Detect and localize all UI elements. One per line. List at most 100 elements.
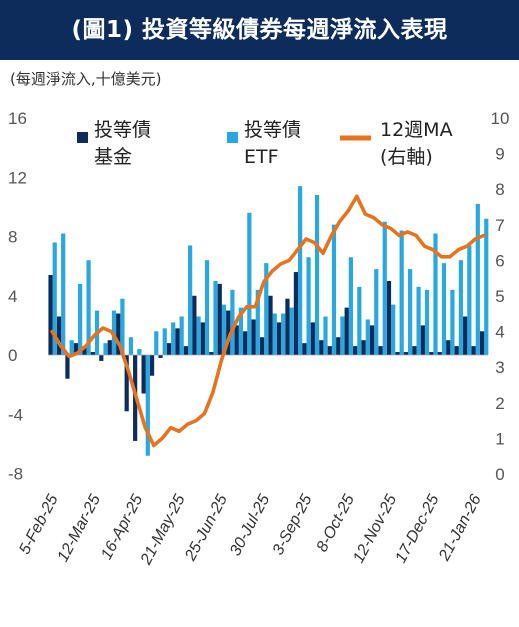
legend-swatch-fund [77, 132, 88, 143]
fund-bar [285, 298, 290, 355]
fund-bar [116, 313, 121, 355]
legend-label-ma-2: (右軸) [380, 146, 433, 168]
etf-bar [441, 263, 447, 355]
etf-bar [382, 221, 387, 355]
fund-bar [336, 337, 341, 355]
fund-bar [479, 331, 485, 355]
etf-bar [340, 316, 345, 355]
fund-bar [395, 352, 400, 355]
etf-bar [69, 340, 74, 355]
x-tick-label: 25-Jun-25 [182, 492, 231, 565]
etf-bar [86, 260, 91, 355]
fund-bar [412, 346, 417, 355]
fund-bar [48, 275, 53, 355]
fund-bar [310, 322, 315, 355]
x-tick-label: 21-Jan-26 [436, 492, 485, 565]
x-tick-label: 30-Jul-25 [227, 492, 273, 559]
fund-bar [209, 352, 214, 355]
fund-bar [471, 346, 476, 355]
fund-bar [124, 355, 129, 412]
fund-bar [175, 328, 180, 355]
title-bar: (圖1) 投資等級債券每週淨流入表現 [0, 0, 519, 60]
x-tick-label: 8-Oct-25 [314, 492, 358, 555]
legend-label-etf-2: ETF [244, 146, 279, 168]
fund-bar [141, 355, 146, 394]
fund-bar [386, 280, 392, 355]
etf-bar [61, 233, 66, 355]
etf-bar [247, 212, 252, 355]
chart-title: (圖1) 投資等級債券每週淨流入表現 [71, 17, 448, 43]
x-tick-label: 17-Dec-25 [392, 492, 442, 566]
etf-bar [128, 337, 133, 355]
fund-bar [73, 343, 79, 355]
fund-bar [90, 352, 95, 355]
etf-bar [52, 242, 57, 355]
etf-bar [154, 331, 159, 355]
fund-bar [192, 295, 197, 355]
etf-bar [145, 355, 150, 456]
fund-bar [369, 325, 375, 355]
right-tick-label: 5 [495, 287, 504, 306]
fund-bar [429, 352, 434, 355]
right-tick-label: 3 [495, 358, 504, 377]
etf-bar [238, 307, 243, 355]
fund-bar [183, 346, 189, 355]
fund-bar [82, 346, 87, 355]
fund-bar [107, 340, 112, 355]
etf-bar [467, 245, 472, 355]
etf-bar [399, 230, 404, 355]
legend: 投等債 基金 投等債 ETF 12週MA (右軸) [77, 119, 453, 168]
right-tick-label: 2 [495, 394, 504, 413]
right-tick-label: 9 [495, 145, 504, 164]
right-tick-label: 1 [495, 429, 504, 448]
fund-bar [166, 343, 172, 355]
legend-label-fund-2: 基金 [94, 146, 132, 168]
etf-bar [230, 289, 235, 355]
fund-bar [56, 316, 62, 355]
fund-bar [259, 337, 265, 355]
etf-bar [365, 319, 370, 355]
etf-bar [221, 304, 227, 355]
etf-bar [179, 316, 184, 355]
fund-bar [276, 322, 282, 355]
fund-bar [454, 346, 459, 355]
fund-bar [344, 307, 349, 355]
x-tick-label: 12-Mar-25 [55, 492, 105, 565]
etf-bar [416, 286, 421, 355]
ma-line-layer [50, 194, 486, 448]
bars-layer [48, 186, 489, 456]
etf-bar [196, 316, 201, 355]
fund-bar [403, 352, 409, 355]
etf-bar [162, 328, 167, 355]
fund-bar [251, 319, 256, 355]
fund-bar [437, 352, 442, 355]
fund-bar [226, 310, 231, 355]
fund-bar [158, 355, 163, 358]
legend-label-fund-1: 投等債 [94, 119, 151, 141]
right-tick-label: 4 [495, 323, 504, 342]
fund-bar [319, 340, 324, 355]
right-tick-label: 10 [491, 109, 510, 128]
fund-bar [149, 355, 155, 376]
left-tick-label: 0 [8, 346, 17, 365]
fund-bar [463, 316, 468, 355]
etf-bar [289, 307, 294, 355]
left-tick-label: 4 [8, 287, 17, 306]
etf-bar [475, 203, 480, 355]
left-tick-label: -8 [8, 465, 23, 484]
etf-bar [204, 260, 210, 355]
etf-bar [213, 280, 218, 355]
right-tick-label: 0 [495, 465, 504, 484]
left-tick-label: 16 [8, 109, 27, 128]
fund-bar [420, 325, 425, 355]
etf-bar [188, 245, 193, 355]
etf-bar [306, 257, 311, 355]
legend-label-etf-1: 投等債 [244, 119, 301, 141]
etf-bar [78, 283, 83, 355]
chart-subtitle: (每週淨流入,十億美元) [10, 70, 162, 88]
etf-bar [424, 289, 430, 355]
fund-bar [65, 355, 70, 379]
fund-bar [268, 295, 273, 355]
fund-bar [99, 355, 104, 361]
